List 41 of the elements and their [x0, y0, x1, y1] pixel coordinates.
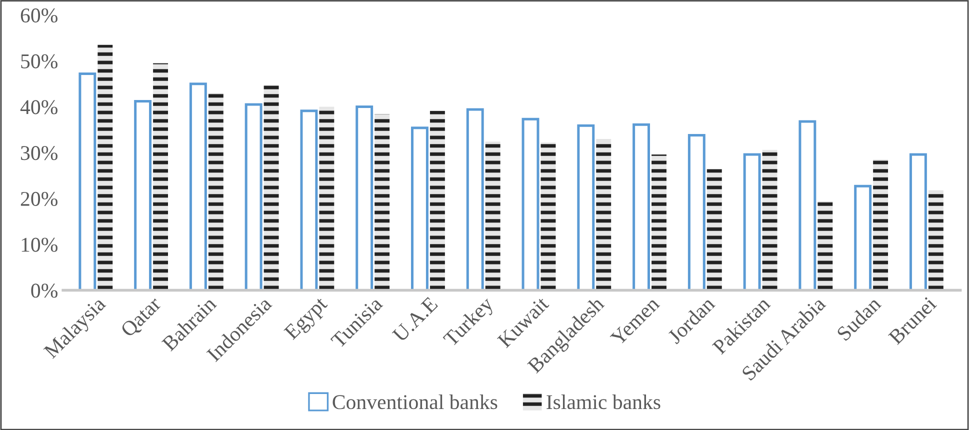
- bar: [153, 63, 168, 290]
- bar: [577, 124, 595, 290]
- bar: [189, 82, 207, 290]
- bar: [928, 190, 944, 290]
- bar: [485, 142, 500, 290]
- bar: [319, 106, 334, 290]
- y-tick-label: 40%: [20, 100, 58, 114]
- y-tick-label: 60%: [20, 8, 58, 23]
- y-tick-label: 50%: [21, 54, 58, 68]
- bar: [540, 142, 556, 290]
- bar: [798, 120, 816, 290]
- bar: [430, 110, 445, 290]
- bar: [466, 108, 484, 290]
- bar: [762, 150, 778, 290]
- bar: [706, 169, 722, 290]
- legend-label: Conventional banks: [332, 394, 498, 410]
- bar: [632, 123, 650, 290]
- bar: [854, 184, 872, 290]
- bar: [356, 106, 374, 290]
- bar: [264, 85, 279, 290]
- y-tick-label: 10%: [22, 238, 58, 252]
- y-tick-label: 20%: [20, 192, 58, 206]
- y-tick-label: 30%: [21, 146, 58, 160]
- bar: [374, 114, 390, 290]
- bar: [818, 201, 833, 290]
- bar: [134, 100, 152, 290]
- bar: [522, 118, 540, 290]
- bar: [244, 103, 262, 290]
- bar: [208, 93, 224, 290]
- bar: [98, 44, 113, 290]
- bar: [873, 160, 888, 290]
- bar: [596, 139, 612, 290]
- bar: [743, 153, 761, 290]
- y-tick-label: 0%: [31, 284, 58, 298]
- bar: [300, 110, 318, 290]
- bar: [688, 134, 706, 290]
- bar: [78, 72, 96, 290]
- bar: [411, 126, 428, 290]
- bar: [652, 154, 666, 290]
- bar: [909, 153, 927, 290]
- legend-label: Islamic banks: [546, 394, 660, 410]
